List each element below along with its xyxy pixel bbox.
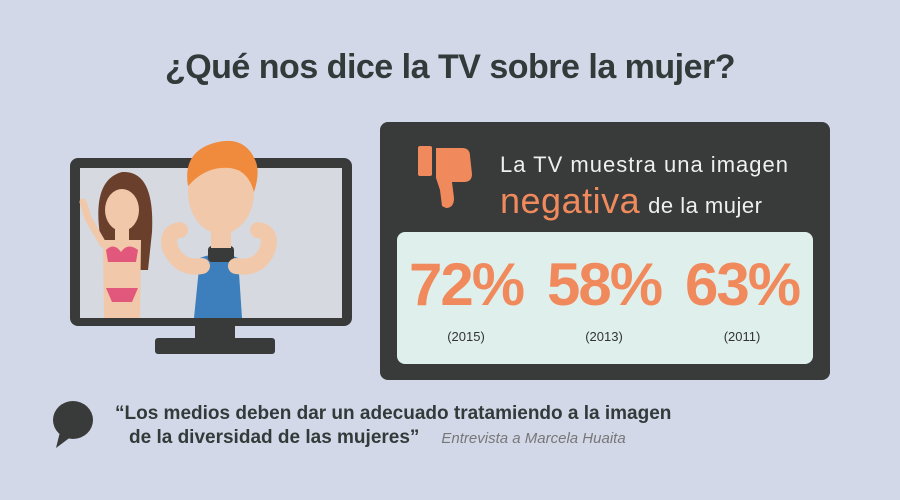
stat-item: 58% (2013)	[535, 250, 673, 344]
tv-icon	[70, 140, 352, 354]
tv-illustration	[70, 140, 360, 360]
page-title: ¿Qué nos dice la TV sobre la mujer?	[164, 48, 736, 86]
quote-line-1: “Los medios deben dar un adecuado tratam…	[115, 403, 672, 424]
stats-panel: La TV muestra una imagen negativa de la m…	[380, 122, 830, 380]
speech-bubble-icon	[52, 400, 94, 450]
headline-line-1: La TV muestra una imagen	[500, 152, 789, 177]
stat-value: 58%	[546, 251, 663, 318]
headline-line-2: negativa de la mujer	[500, 180, 762, 222]
stat-item: 72% (2015)	[397, 250, 535, 344]
quote-line-2: de la diversidad de las mujeres” Entrevis…	[129, 426, 671, 451]
thumbs-down-icon	[416, 144, 476, 212]
headline-line-2-rest: de la mujer	[648, 193, 763, 218]
headline-emphasis: negativa	[500, 180, 641, 221]
quote-attribution: Entrevista a Marcela Huaita	[441, 430, 626, 447]
quote-line-2-text: de la diversidad de las mujeres”	[129, 427, 420, 448]
stats-box: 72% (2015) 58% (2013) 63% (2011)	[397, 232, 813, 364]
stat-item: 63% (2011)	[673, 250, 811, 344]
stat-value: 72%	[408, 251, 525, 318]
stat-year: (2011)	[723, 329, 761, 344]
stat-year: (2015)	[447, 329, 485, 344]
stat-year: (2013)	[585, 329, 623, 344]
quote: “Los medios deben dar un adecuado tratam…	[115, 402, 671, 451]
stat-value: 63%	[684, 251, 801, 318]
